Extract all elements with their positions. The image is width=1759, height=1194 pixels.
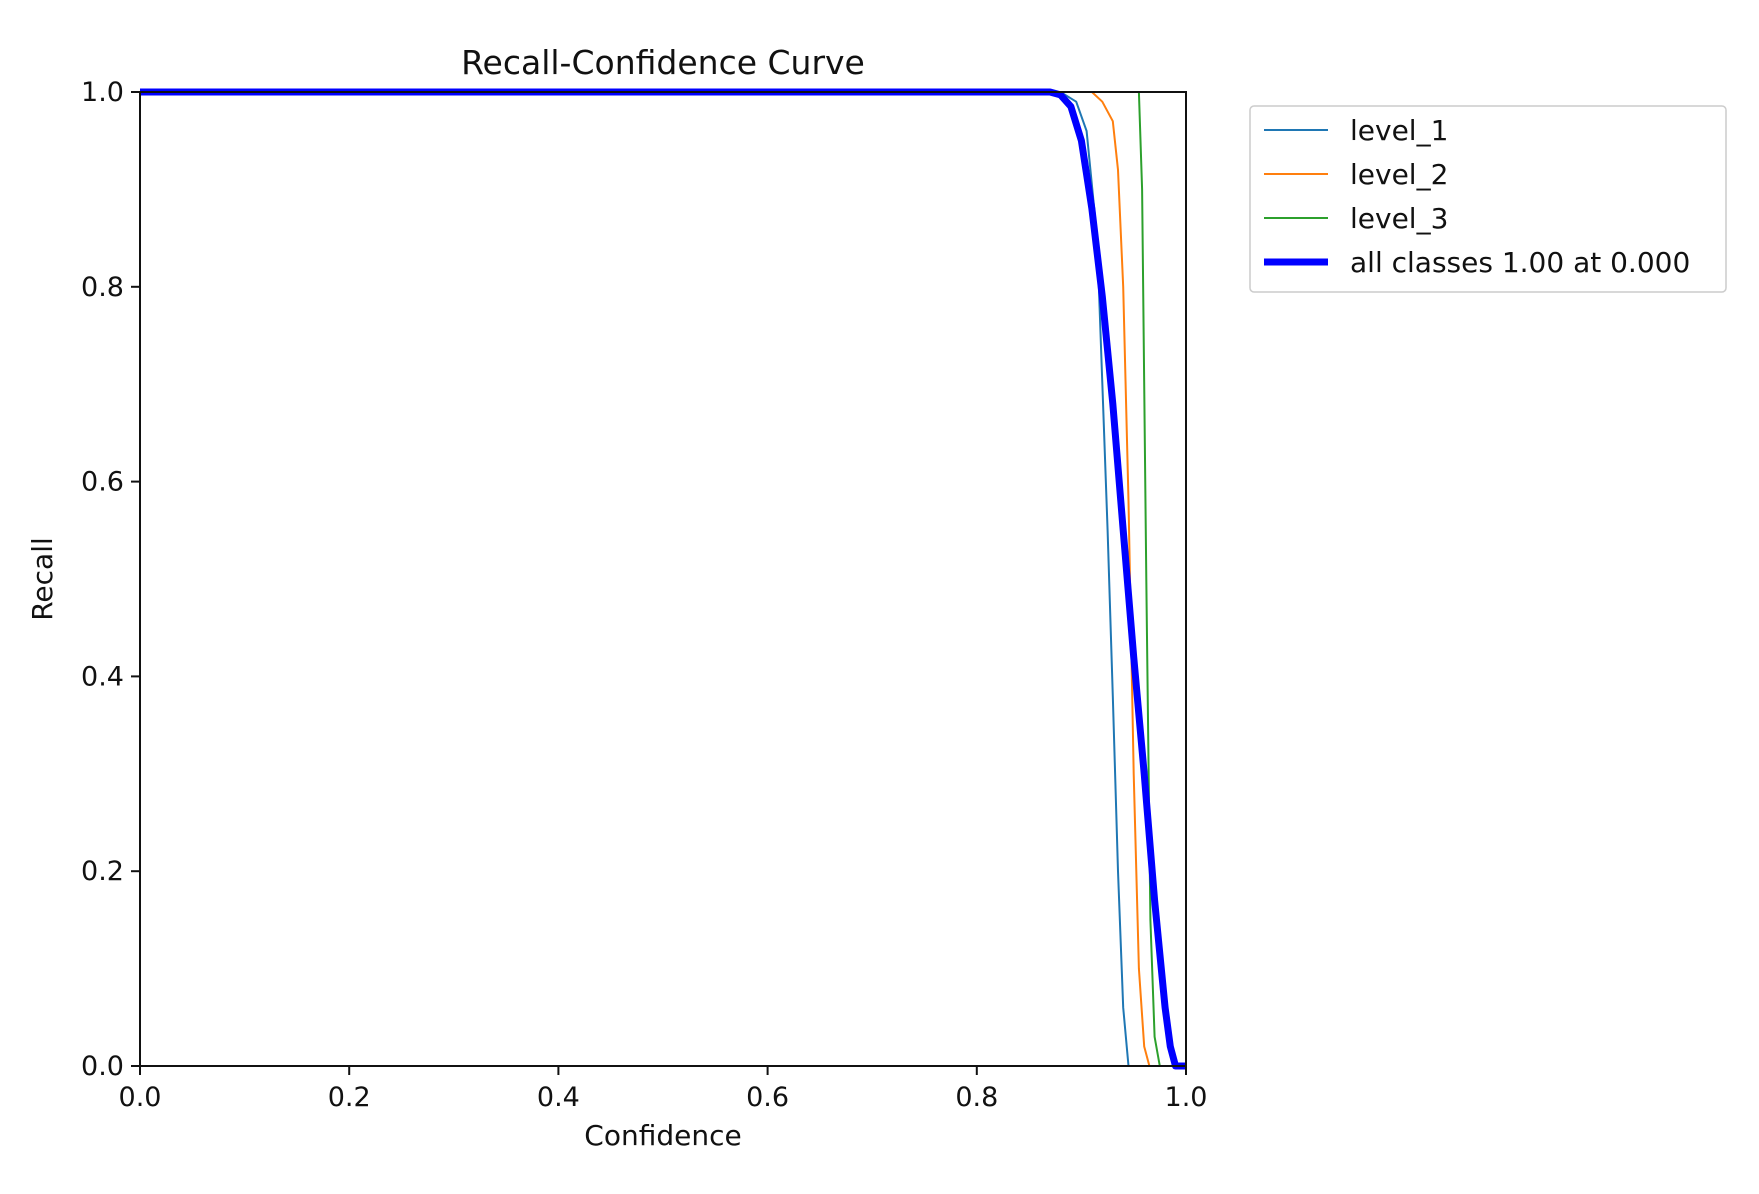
x-axis-ticks: 0.0 0.2 0.4 0.6 0.8 1.0 <box>119 1066 1208 1113</box>
y-axis-ticks: 0.0 0.2 0.4 0.6 0.8 1.0 <box>81 77 140 1082</box>
x-axis-title: Confidence <box>584 1119 741 1152</box>
plot-background <box>140 92 1186 1066</box>
y-tick-label: 0.2 <box>81 856 124 887</box>
x-tick-label: 0.4 <box>537 1082 580 1113</box>
y-tick-label: 1.0 <box>81 77 124 108</box>
x-tick-label: 0.0 <box>119 1082 162 1113</box>
x-tick-label: 1.0 <box>1165 1082 1208 1113</box>
y-tick-label: 0.8 <box>81 272 124 303</box>
x-tick-label: 0.8 <box>955 1082 998 1113</box>
x-tick-label: 0.2 <box>328 1082 371 1113</box>
legend-label: all classes 1.00 at 0.000 <box>1350 246 1690 279</box>
x-tick-label: 0.6 <box>746 1082 789 1113</box>
y-tick-label: 0.0 <box>81 1051 124 1082</box>
series-line-all-classes <box>140 88 1186 1070</box>
legend-box <box>1249 105 1727 293</box>
y-tick-label: 0.4 <box>81 661 124 692</box>
y-tick-label: 0.6 <box>81 467 124 498</box>
chart-title: Recall-Confidence Curve <box>461 43 865 82</box>
legend-label: level_1 <box>1350 114 1448 147</box>
plot-frame <box>139 91 1187 1067</box>
legend-label: level_3 <box>1350 202 1448 235</box>
legend-label: level_2 <box>1350 158 1448 191</box>
plot-area <box>139 88 1187 1070</box>
y-axis-title: Recall <box>26 537 59 621</box>
